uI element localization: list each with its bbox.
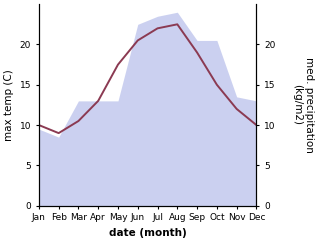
X-axis label: date (month): date (month) bbox=[109, 228, 187, 238]
Y-axis label: max temp (C): max temp (C) bbox=[4, 69, 14, 141]
Y-axis label: med. precipitation
(kg/m2): med. precipitation (kg/m2) bbox=[292, 57, 314, 153]
